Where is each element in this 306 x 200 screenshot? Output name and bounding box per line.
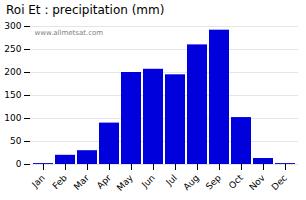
svg-text:Jun: Jun	[139, 173, 157, 191]
svg-text:200: 200	[4, 67, 21, 77]
svg-text:100: 100	[4, 113, 21, 123]
html-text:Roi Et : precipitation (mm): Roi Et : precipitation (mm)	[6, 3, 165, 17]
svg-text:Mar: Mar	[72, 172, 91, 191]
svg-text:Jul: Jul	[163, 173, 178, 188]
svg-text:250: 250	[4, 44, 21, 54]
svg-text:May: May	[115, 172, 136, 193]
svg-text:150: 150	[4, 90, 21, 100]
svg-text:Jan: Jan	[29, 173, 47, 191]
svg-text:Aug: Aug	[181, 173, 201, 193]
svg-text:www.allmetsat.com: www.allmetsat.com	[35, 29, 104, 37]
svg-text:Feb: Feb	[51, 173, 70, 192]
svg-text:300: 300	[4, 21, 21, 31]
svg-text:50: 50	[10, 136, 22, 146]
svg-text:Nov: Nov	[247, 172, 267, 192]
svg-text:Sep: Sep	[204, 173, 223, 192]
svg-text:Oct: Oct	[227, 172, 245, 190]
svg-text:0: 0	[16, 159, 22, 169]
svg-text:Dec: Dec	[270, 173, 289, 192]
svg-text:Apr: Apr	[95, 173, 113, 191]
